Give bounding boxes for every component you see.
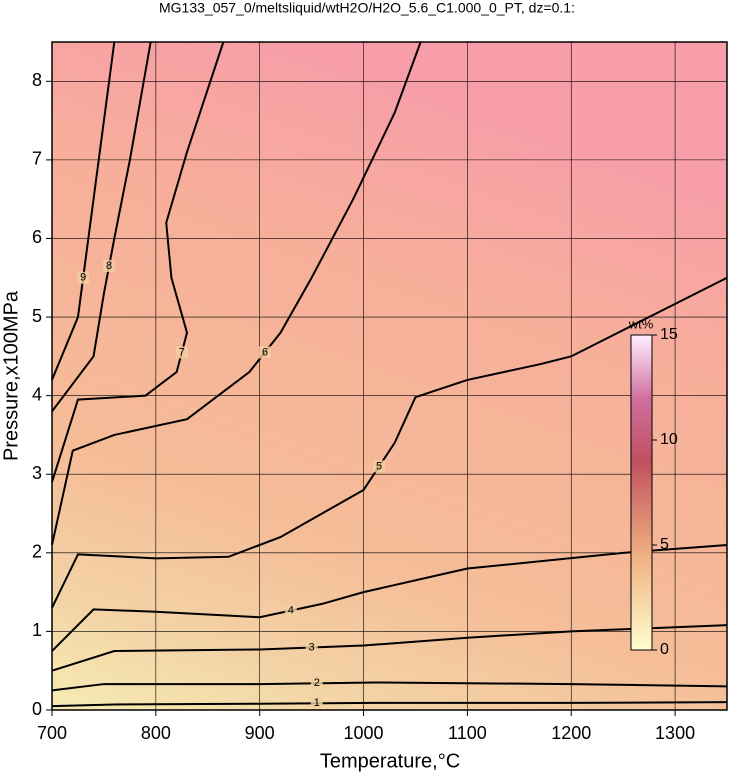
plot-background [52, 42, 727, 710]
contour-label-bg [310, 677, 323, 690]
chart-title: MG133_057_0/meltsliquid/wtH2O/H2O_5.6_C1… [159, 0, 575, 16]
y-axis-label: Pressure,x100MPa [0, 290, 22, 461]
contour-label-bg [373, 460, 386, 473]
y-tick-label: 1 [32, 620, 42, 640]
contour-label: 4 [288, 604, 294, 616]
x-tick-label: 900 [245, 723, 275, 743]
contour-label: 6 [262, 346, 268, 358]
contour-label: 9 [80, 272, 86, 284]
contour-label-bg [284, 604, 297, 617]
contour-label-bg [310, 697, 323, 710]
plot-frame [51, 41, 728, 711]
contour-label-bg [258, 346, 271, 359]
contour-label: 7 [179, 346, 185, 358]
y-tick-label: 5 [32, 306, 42, 326]
y-tick-label: 4 [32, 384, 42, 404]
x-tick-label: 1100 [448, 723, 487, 743]
contour-line [51, 624, 728, 672]
y-tick-label: 6 [32, 227, 42, 247]
contour-label: 5 [376, 460, 382, 472]
colorbar-tick-label: 0 [660, 641, 669, 658]
y-tick-label: 0 [32, 699, 42, 719]
contour-label: 2 [314, 677, 320, 689]
contour-line [51, 41, 225, 483]
y-tick-label: 8 [32, 70, 42, 90]
x-tick-label: 1200 [551, 723, 591, 743]
y-tick-label: 7 [32, 149, 42, 169]
contour-label-bg [103, 259, 116, 272]
colorbar-tick-label: 15 [660, 326, 678, 343]
contour-line [51, 41, 116, 381]
x-tick-label: 1300 [655, 723, 695, 743]
x-axis-label: Temperature,°C [320, 750, 460, 772]
contour-line [51, 543, 728, 652]
colorbar-tick-label: 10 [660, 431, 678, 448]
contour-label-bg [175, 346, 188, 359]
colorbar [630, 334, 653, 651]
x-tick-label: 700 [37, 723, 67, 743]
contour-label: 3 [309, 641, 315, 653]
y-tick-label: 3 [32, 463, 42, 483]
contour-label-bg [305, 641, 318, 654]
y-tick-label: 2 [32, 542, 42, 562]
x-tick-label: 800 [141, 723, 171, 743]
contour-label-bg [77, 271, 90, 284]
colorbar-label: wt% [628, 316, 654, 331]
contour-label: 8 [106, 260, 112, 272]
x-tick-label: 1000 [344, 723, 384, 743]
contour-label: 1 [314, 697, 320, 709]
colorbar-tick-label: 5 [660, 536, 669, 553]
